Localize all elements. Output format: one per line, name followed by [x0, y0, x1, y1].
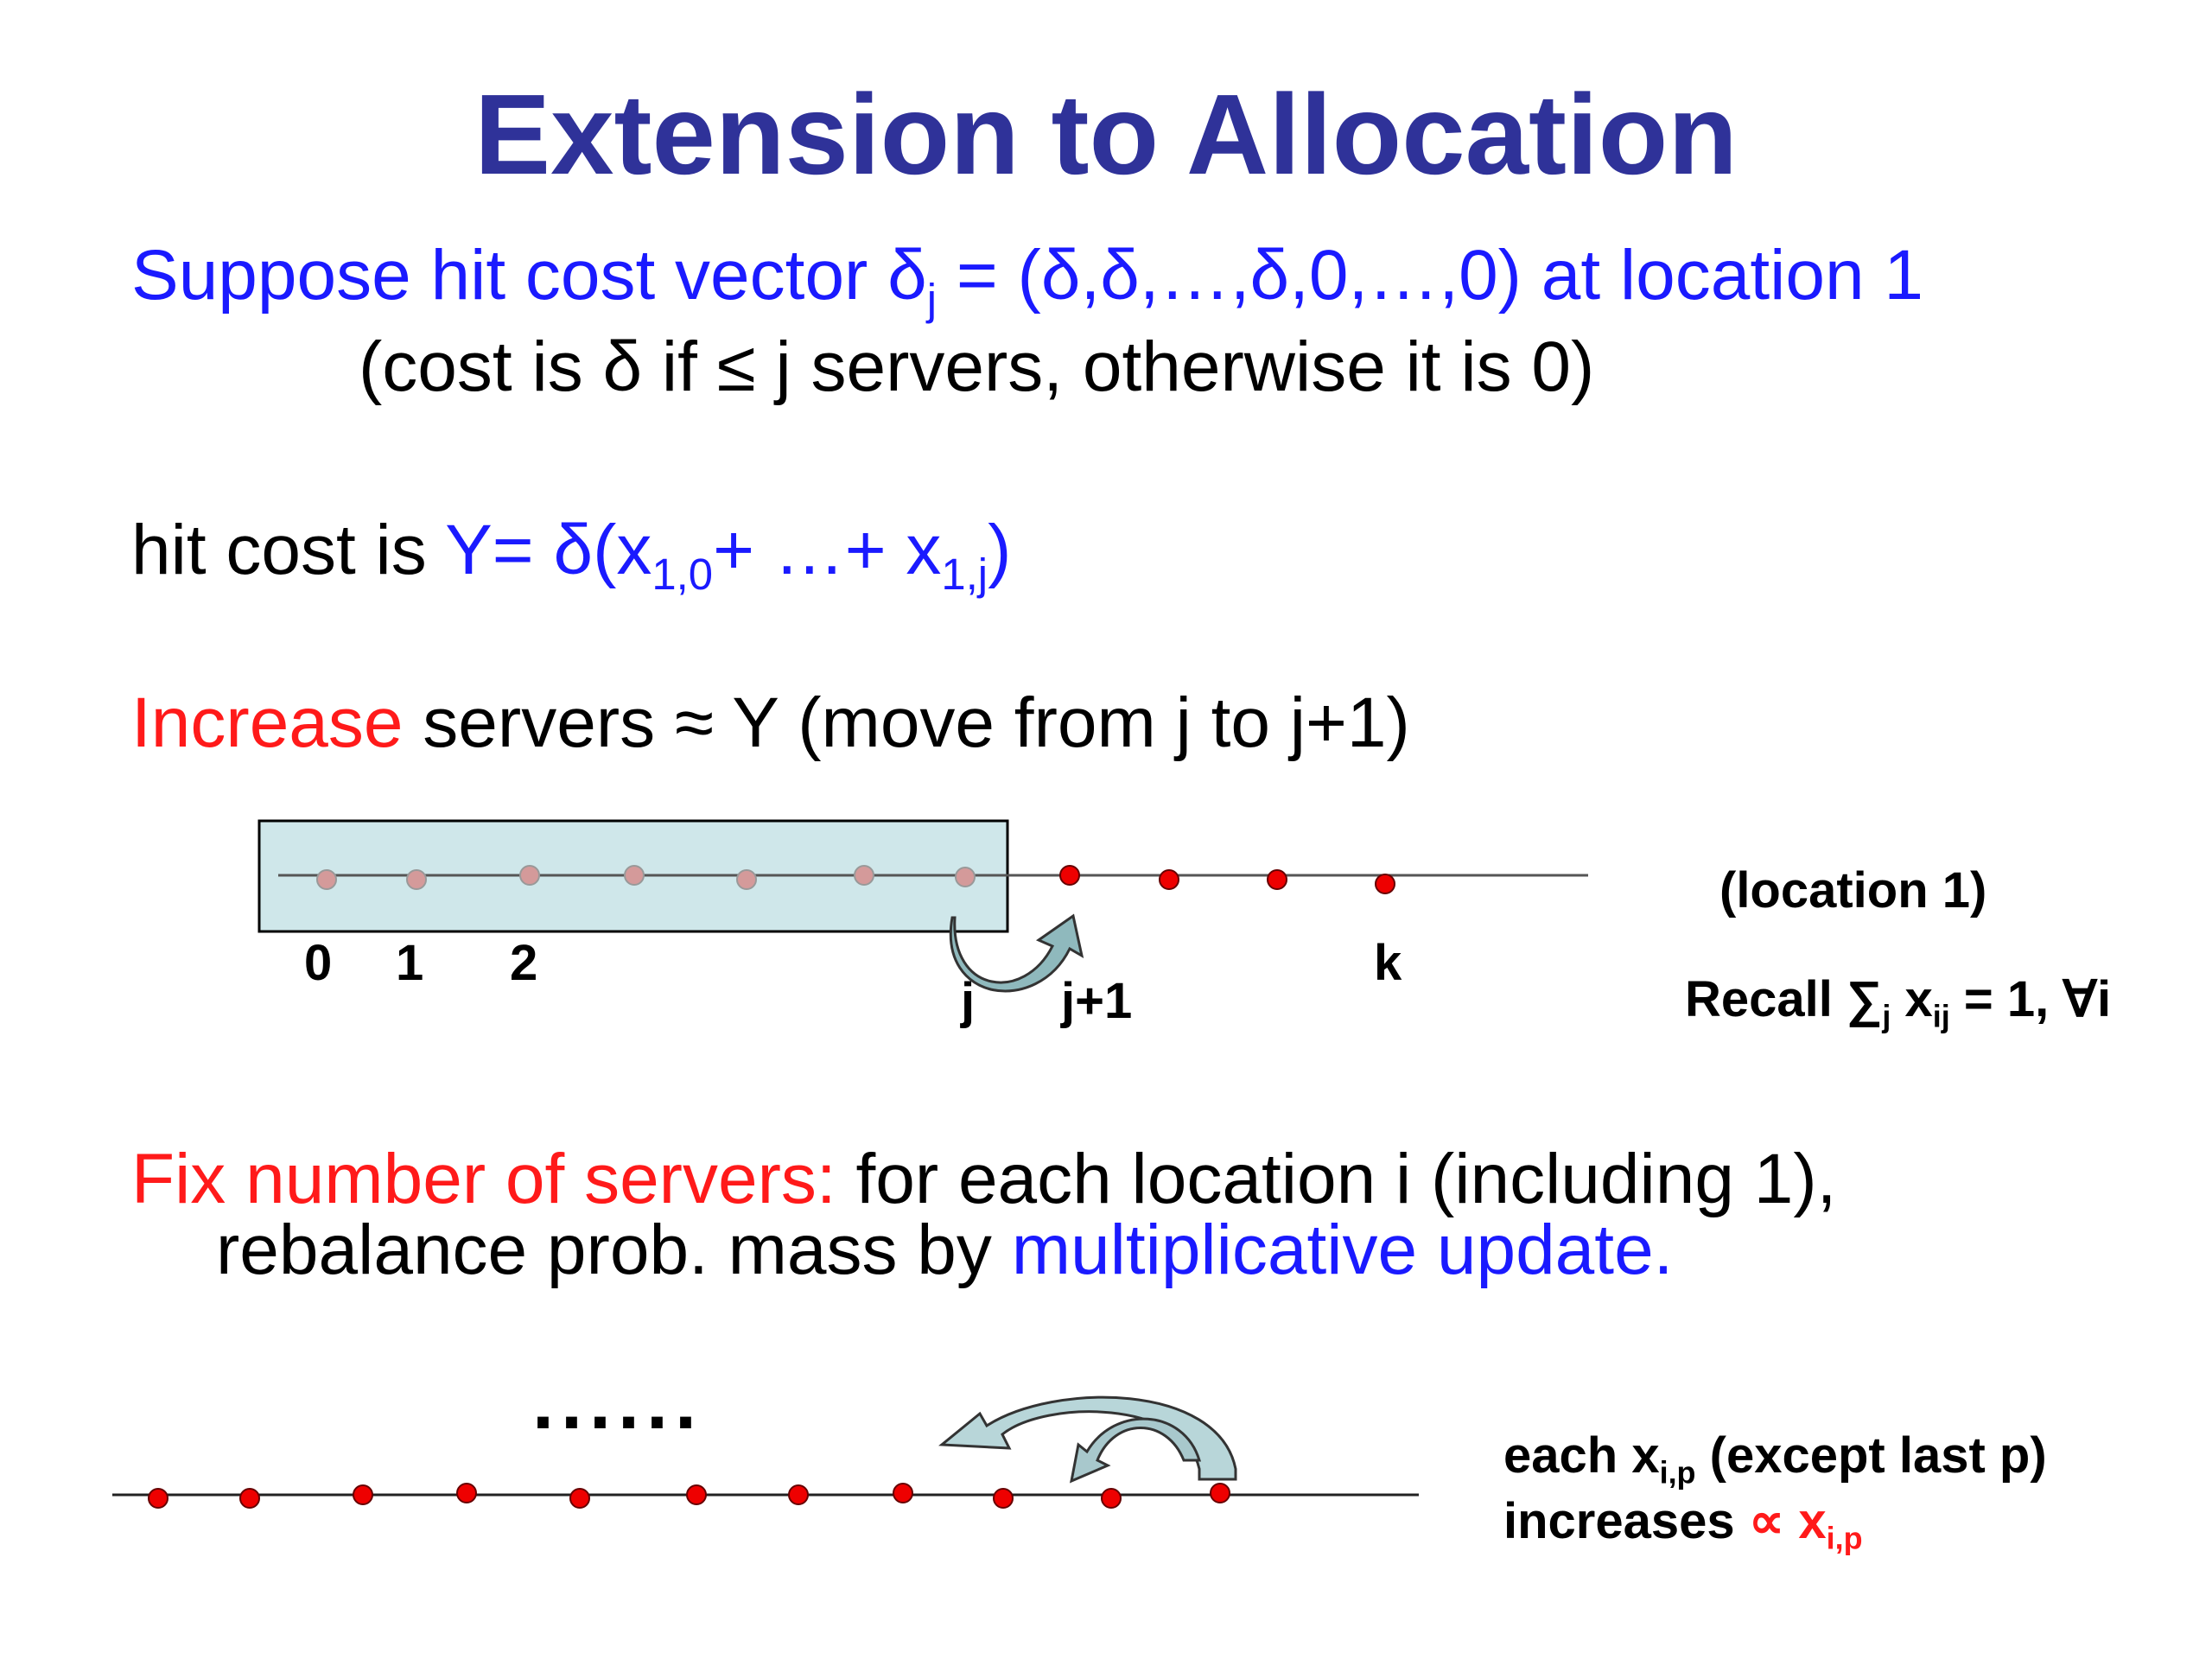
alloc-point-11 [1210, 1483, 1230, 1503]
hit-cost-vector-sub: j [926, 274, 938, 324]
alloc-point-8 [893, 1483, 913, 1503]
increase-note-2: increases ∝ xi,p [1503, 1497, 1863, 1554]
point-5 [854, 865, 874, 886]
formula-sub-2: 1,j [941, 549, 988, 599]
increase-servers-line: Increase servers ≈ Y (move from j to j+1… [131, 688, 1410, 759]
fix-servers-rest: for each location i (including 1), [836, 1140, 1837, 1218]
move-arrow [949, 913, 1084, 993]
note2-part-1: increases [1503, 1493, 1749, 1549]
point-jplus1 [1059, 865, 1080, 886]
note2-red-part: ∝ x [1748, 1493, 1827, 1549]
alloc-point-6 [686, 1484, 707, 1505]
tick-label-0: 0 [304, 935, 333, 991]
point-1 [406, 869, 427, 890]
open-points [1059, 865, 1395, 894]
rebalance-line: rebalance prob. mass by multiplicative u… [216, 1215, 1673, 1286]
covered-points [316, 865, 976, 890]
slide-title: Extension to Allocation [474, 71, 1738, 198]
recall-sub-1: j [1882, 998, 1891, 1034]
hit-cost-vector-text-1: Suppose hit cost vector δ [131, 236, 927, 315]
fix-servers-label: Fix number of servers: [131, 1140, 836, 1218]
point-8 [1267, 869, 1287, 890]
recall-sub-2: ij [1932, 998, 1950, 1034]
hit-cost-prefix: hit cost is [131, 511, 446, 589]
note1-part-2: (except last p) [1695, 1427, 2047, 1484]
formula-part-3: ) [988, 511, 1012, 589]
fix-servers-line: Fix number of servers: for each location… [131, 1144, 1836, 1215]
tick-label-j: j [961, 973, 976, 1029]
location-label: (location 1) [1719, 862, 1987, 918]
redistribute-arrow-2 [1069, 1417, 1202, 1484]
cost-explanation-line: (cost is δ if ≤ j servers, otherwise it … [359, 327, 1595, 406]
point-2 [519, 865, 540, 886]
alloc-point-4 [456, 1483, 477, 1503]
note1-part-1: each x [1503, 1427, 1660, 1484]
increase-word: Increase [131, 683, 404, 762]
alloc-point-9 [993, 1488, 1014, 1509]
formula-part-1: Y= δ(x [445, 511, 652, 589]
formula-part-2: + …+ x [713, 511, 942, 589]
recall-part-2: x [1891, 971, 1933, 1027]
recall-note: Recall ∑j xij = 1, ∀i [1685, 975, 2111, 1033]
hit-cost-formula: Y= δ(x1,0+ …+ x1,j) [445, 511, 1012, 596]
point-7 [1159, 869, 1179, 890]
point-4 [736, 869, 757, 890]
recall-part-3: = 1, ∀i [1949, 971, 2112, 1027]
alloc-point-5 [569, 1488, 590, 1509]
increase-note-1: each xi,p (except last p) [1503, 1431, 2047, 1489]
alloc-point-3 [353, 1484, 373, 1505]
rebalance-text: rebalance prob. mass by [216, 1211, 1012, 1289]
allocation-points [148, 1483, 1230, 1509]
point-0 [316, 869, 337, 890]
formula-sub-1: 1,0 [652, 549, 714, 599]
note2-red-sub: i,p [1826, 1520, 1863, 1556]
ellipsis-dots: ...... [532, 1359, 704, 1446]
alloc-point-1 [148, 1488, 168, 1509]
multiplicative-update: multiplicative update. [1011, 1211, 1674, 1289]
note1-sub: i,p [1659, 1454, 1696, 1491]
recall-part-1: Recall ∑ [1685, 971, 1883, 1027]
alloc-point-10 [1101, 1488, 1122, 1509]
hit-cost-formula-line: hit cost is Y= δ(x1,0+ …+ x1,j) [131, 515, 1011, 596]
tick-label-2: 2 [510, 935, 538, 991]
tick-label-k: k [1374, 935, 1402, 991]
point-k [1375, 874, 1395, 894]
note2-proportional: ∝ xi,p [1748, 1493, 1863, 1554]
hit-cost-vector-line: Suppose hit cost vector δj = (δ,δ,…,δ,0,… [131, 240, 1923, 321]
tick-label-jplus1: j+1 [1061, 973, 1133, 1029]
hit-cost-vector-text-2: = (δ,δ,…,δ,0,…,0) at location 1 [937, 236, 1923, 315]
tick-label-1: 1 [396, 935, 424, 991]
increase-rest: servers ≈ Y (move from j to j+1) [403, 683, 1410, 762]
alloc-point-7 [788, 1484, 809, 1505]
point-3 [624, 865, 645, 886]
point-j [955, 867, 976, 887]
alloc-point-2 [239, 1488, 260, 1509]
